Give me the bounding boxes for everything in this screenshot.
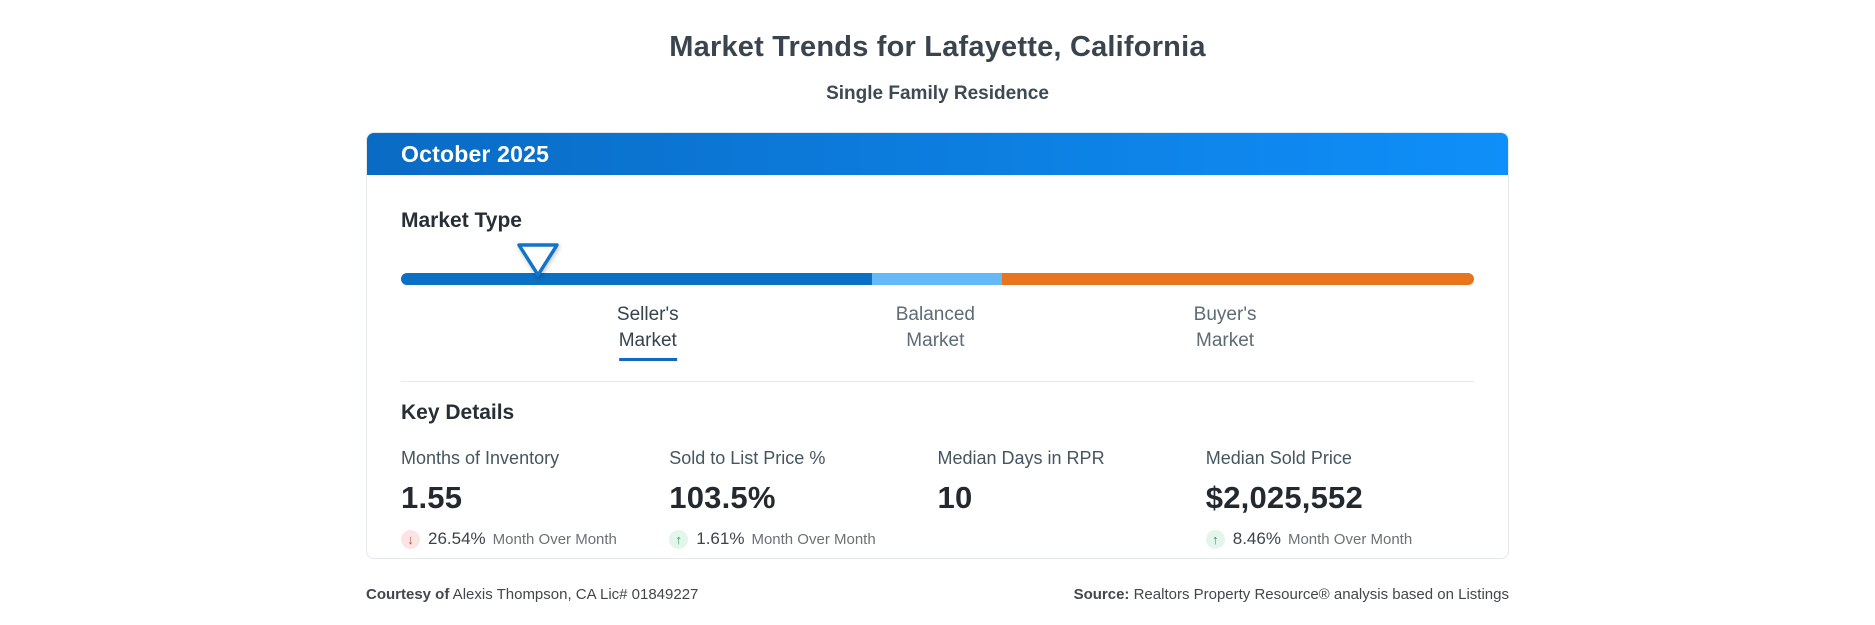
metric-value: $2,025,552 bbox=[1205, 480, 1363, 515]
key-details-heading: Key Details bbox=[401, 401, 515, 424]
buyers-market-segment bbox=[1001, 273, 1474, 285]
balanced-market-label: Balanced Market bbox=[895, 304, 975, 351]
metric-label: Median Sold Price bbox=[1205, 448, 1352, 468]
month-label: October 2025 bbox=[401, 140, 550, 167]
market-type-heading: Market Type bbox=[401, 209, 522, 232]
metric-change: ↑ 8.46% Month Over Month bbox=[1205, 529, 1474, 549]
metric-median-days-in-rpr: Median Days in RPR 10 bbox=[938, 448, 1206, 549]
metric-months-of-inventory: Months of Inventory 1.55 ↓ 26.54% Month … bbox=[401, 448, 669, 549]
courtesy-text: Alexis Thompson, CA Lic# 01849227 bbox=[449, 586, 699, 603]
sellers-market-segment bbox=[401, 273, 873, 285]
page-subtitle: Single Family Residence bbox=[826, 83, 1049, 104]
metric-value: 1.55 bbox=[401, 480, 463, 515]
change-percent: 8.46% bbox=[1232, 529, 1281, 548]
change-caption: Month Over Month bbox=[751, 530, 876, 548]
market-position-marker-icon[interactable] bbox=[516, 242, 560, 278]
metric-sold-to-list-price: Sold to List Price % 103.5% ↑ 1.61% Mont… bbox=[669, 448, 937, 549]
metric-change: ↓ 26.54% Month Over Month bbox=[401, 529, 669, 549]
courtesy-label: Courtesy of bbox=[366, 586, 450, 603]
metric-value: 103.5% bbox=[669, 480, 776, 515]
buyers-market-label: Buyer's Market bbox=[1193, 304, 1257, 351]
metric-change: ↑ 1.61% Month Over Month bbox=[669, 529, 937, 549]
metric-label: Median Days in RPR bbox=[937, 448, 1105, 468]
arrow-up-icon: ↑ bbox=[669, 529, 689, 549]
metric-value: 10 bbox=[937, 480, 973, 515]
sellers-market-label: Seller's Market bbox=[617, 302, 679, 361]
section-divider bbox=[401, 381, 1474, 382]
market-type-labels: Seller's Market Balanced Market Buyer's … bbox=[401, 302, 1474, 381]
balanced-market-segment bbox=[872, 273, 1002, 285]
market-type-gauge bbox=[401, 243, 1474, 285]
metric-median-sold-price: Median Sold Price $2,025,552 ↑ 8.46% Mon… bbox=[1205, 448, 1474, 549]
change-caption: Month Over Month bbox=[492, 530, 617, 548]
card-body: Market Type Seller's Market Balanced bbox=[367, 209, 1508, 549]
change-percent: 1.61% bbox=[696, 529, 745, 548]
key-details-metrics: Months of Inventory 1.55 ↓ 26.54% Month … bbox=[401, 448, 1474, 549]
card-header: October 2025 bbox=[367, 133, 1508, 175]
metric-label: Months of Inventory bbox=[401, 448, 560, 468]
arrow-down-icon: ↓ bbox=[401, 529, 420, 549]
arrow-up-icon: ↑ bbox=[1205, 529, 1225, 549]
source-label: Source: bbox=[1073, 586, 1130, 603]
page-title: Market Trends for Lafayette, California bbox=[669, 31, 1206, 63]
change-caption: Month Over Month bbox=[1287, 530, 1413, 548]
market-type-bar bbox=[401, 273, 1474, 285]
market-trends-card: October 2025 Market Type Seller's Market bbox=[366, 132, 1509, 559]
courtesy-attribution: Courtesy of Alexis Thompson, CA Lic# 018… bbox=[366, 586, 698, 603]
change-percent: 26.54% bbox=[428, 529, 486, 548]
source-text: Realtors Property Resource® analysis bas… bbox=[1129, 586, 1509, 603]
metric-label: Sold to List Price % bbox=[669, 448, 826, 468]
source-attribution: Source: Realtors Property Resource® anal… bbox=[1074, 586, 1509, 603]
